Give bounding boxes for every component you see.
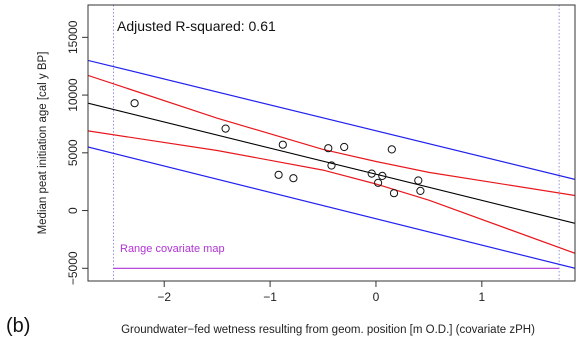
x-axis: −2 −1 0 1 bbox=[157, 281, 485, 304]
data-point-10 bbox=[374, 178, 383, 187]
data-point-2 bbox=[221, 124, 230, 133]
prediction-band-upper bbox=[88, 59, 575, 180]
data-point-4 bbox=[274, 170, 283, 179]
y-axis-label: Median peat initiation age [cal y BP] bbox=[37, 52, 49, 235]
data-point-1 bbox=[130, 99, 139, 108]
covariate-range-label: Range covariate map bbox=[120, 243, 225, 255]
plot-frame bbox=[87, 4, 576, 282]
y-tick-label: 15000 bbox=[66, 20, 80, 54]
adjusted-r-squared-annotation: Adjusted R-squared: 0.61 bbox=[117, 18, 276, 34]
y-tick-label: 5000 bbox=[66, 139, 80, 166]
data-point-12 bbox=[387, 145, 396, 154]
data-point-8 bbox=[340, 142, 349, 152]
data-point-11 bbox=[378, 171, 387, 180]
x-tick-label: −1 bbox=[263, 290, 277, 304]
data-point-6 bbox=[324, 144, 333, 153]
data-point-13 bbox=[389, 189, 399, 198]
y-tick-label: 10000 bbox=[66, 78, 80, 112]
x-tick-label: −2 bbox=[157, 290, 171, 304]
panel-label: (b) bbox=[6, 315, 30, 337]
data-point-14 bbox=[414, 176, 423, 185]
data-point-7 bbox=[327, 161, 336, 170]
x-tick-label: 0 bbox=[373, 290, 380, 304]
confidence-band-upper bbox=[88, 74, 575, 197]
data-point-9 bbox=[367, 169, 376, 178]
x-axis-label: Groundwater−fed wetness resulting from g… bbox=[121, 324, 535, 336]
y-tick-label: −5000 bbox=[66, 251, 80, 285]
data-point-5 bbox=[289, 174, 298, 183]
confidence-band-lower bbox=[88, 130, 575, 254]
y-tick-label: 0 bbox=[66, 207, 80, 214]
data-point-15 bbox=[416, 186, 425, 195]
y-axis: −5000 0 5000 10000 15000 bbox=[66, 20, 88, 285]
x-tick-label: 1 bbox=[478, 290, 485, 304]
plot-points-layer bbox=[130, 99, 425, 198]
regression-fit-line bbox=[88, 102, 575, 224]
plot-lines-layer bbox=[88, 5, 575, 281]
prediction-band-lower bbox=[88, 146, 575, 269]
data-point-3 bbox=[278, 140, 287, 149]
